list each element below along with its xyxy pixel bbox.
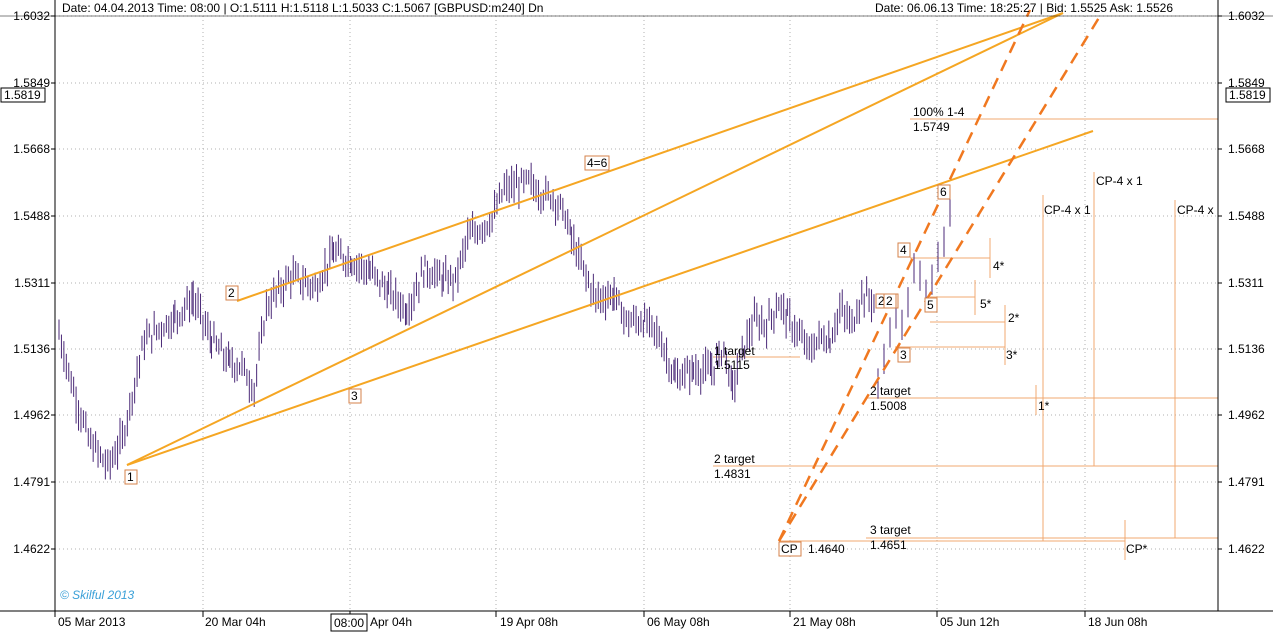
y-tick-label-right: 1.5849 [1228,76,1265,90]
wave-point-2-box [225,285,239,301]
y-tick-label-left: 1.5849 [13,76,50,90]
wave-point-5b-box [924,297,938,313]
annot-cp-value: 1.4640 [808,542,845,556]
y-tick-label-right: 1.6032 [1228,9,1265,23]
y-tick-label-right: 1.5311 [1228,276,1264,290]
x-tick-label: 06 May 08h [647,615,710,629]
proj-label-1: 1* [1038,399,1050,413]
x-tick-label: Apr 04h [370,615,412,629]
crosshair-price-box-left [0,87,46,103]
annot-100pct-value: 1.5749 [913,120,950,134]
proj-label-cp: CP* [1126,542,1148,556]
y-tick-label-left: 1.5668 [13,142,50,156]
annot-100pct-label: 100% 1-4 [913,105,965,119]
crosshair-time-label: 08:00 [334,616,364,630]
wave-point-2-label: 2 [228,286,235,300]
y-tick-label-left: 1.6032 [13,9,50,23]
annot-target2a-value: 1.5008 [870,399,907,413]
y-tick-label-right: 1.5668 [1228,142,1265,156]
wave-point-2b-label: 2 [886,294,893,308]
channel-top-line [236,12,1064,302]
wave-point-6b-label: 6 [940,185,947,199]
cp-point-box [778,541,802,557]
proj-label-3: 3* [1006,348,1018,362]
crosshair-price-label-right: 1.5819 [1229,88,1266,102]
wave-point-3b-box [897,347,911,363]
annot-target2b-label: 2 target [714,452,755,466]
watermark: © Skilful 2013 [60,588,135,602]
crosshair-price-box-right [1225,87,1271,103]
y-tick-label-right: 1.4791 [1228,475,1265,489]
wave-point-4-6-label: 4=6 [587,156,608,170]
y-tick-label-left: 1.5136 [13,342,50,356]
y-tick-label-left: 1.4962 [13,408,50,422]
x-tick-label: 19 Apr 08h [500,615,558,629]
channel-upper-line [126,12,1064,466]
x-tick-label: 20 Mar 04h [205,615,266,629]
ohlc-info-bar: Date: 04.04.2013 Time: 08:00 | O:1.5111 … [62,1,544,15]
wave-point-5b-label: 5 [927,298,934,312]
wave-point-1-label: 1 [127,470,134,484]
y-tick-label-right: 1.4962 [1228,408,1265,422]
wave-point-2b-box [883,293,897,309]
wave-point-1-box [124,469,138,485]
y-tick-label-left: 1.4622 [13,542,50,556]
y-tick-label-right: 1.4622 [1228,542,1265,556]
wave-point-6b-box [937,184,951,200]
fan-line-shallow [777,15,1102,542]
wave-point-3-label: 3 [351,389,358,403]
proj-label-4: 4* [993,259,1005,273]
crosshair-time-box [330,613,368,632]
proj-label-cp4x1-a: CP-4 x 1 [1044,203,1091,217]
annot-target3-label: 3 target [870,523,911,537]
cp-point-label: CP [781,542,798,556]
wave-point-3-box [348,388,362,404]
y-tick-label-left: 1.4791 [13,475,50,489]
crosshair-price-label-left: 1.5819 [4,88,41,102]
proj-label-2: 2* [1008,311,1020,325]
annot-target3-value: 1.4651 [870,538,907,552]
wave-point-4b-label: 4 [900,243,907,257]
x-tick-label: 21 May 08h [793,615,856,629]
y-tick-label-left: 1.5488 [13,209,50,223]
x-tick-label: 05 Jun 12h [940,615,999,629]
wave-point-4-6-box [584,155,610,171]
proj-label-cp4x: CP-4 x [1177,203,1214,217]
annot-target1-value: 1.5115 [714,358,750,372]
y-tick-label-left: 1.5311 [14,276,50,290]
wave-point-3b-label: 3 [900,348,907,362]
wave-point-2-prime-label: 2' [878,294,887,308]
proj-label-5: 5* [980,297,992,311]
channel-lower-line [126,130,1094,466]
x-tick-label: 18 Jun 08h [1088,615,1147,629]
y-tick-label-right: 1.5488 [1228,209,1265,223]
annot-target1-label: 1 target [714,344,755,358]
fan-line-steep [777,9,1032,542]
wave-point-4b-box [897,242,911,258]
x-tick-label: 05 Mar 2013 [58,615,126,629]
y-tick-label-right: 1.5136 [1228,342,1265,356]
proj-label-cp4x1-b: CP-4 x 1 [1096,174,1143,188]
annot-target2b-value: 1.4831 [714,467,751,481]
annot-target2a-label: 2 target [870,384,911,398]
bid-ask-info-bar: Date: 06.06.13 Time: 18:25:27 | Bid: 1.5… [875,1,1173,15]
